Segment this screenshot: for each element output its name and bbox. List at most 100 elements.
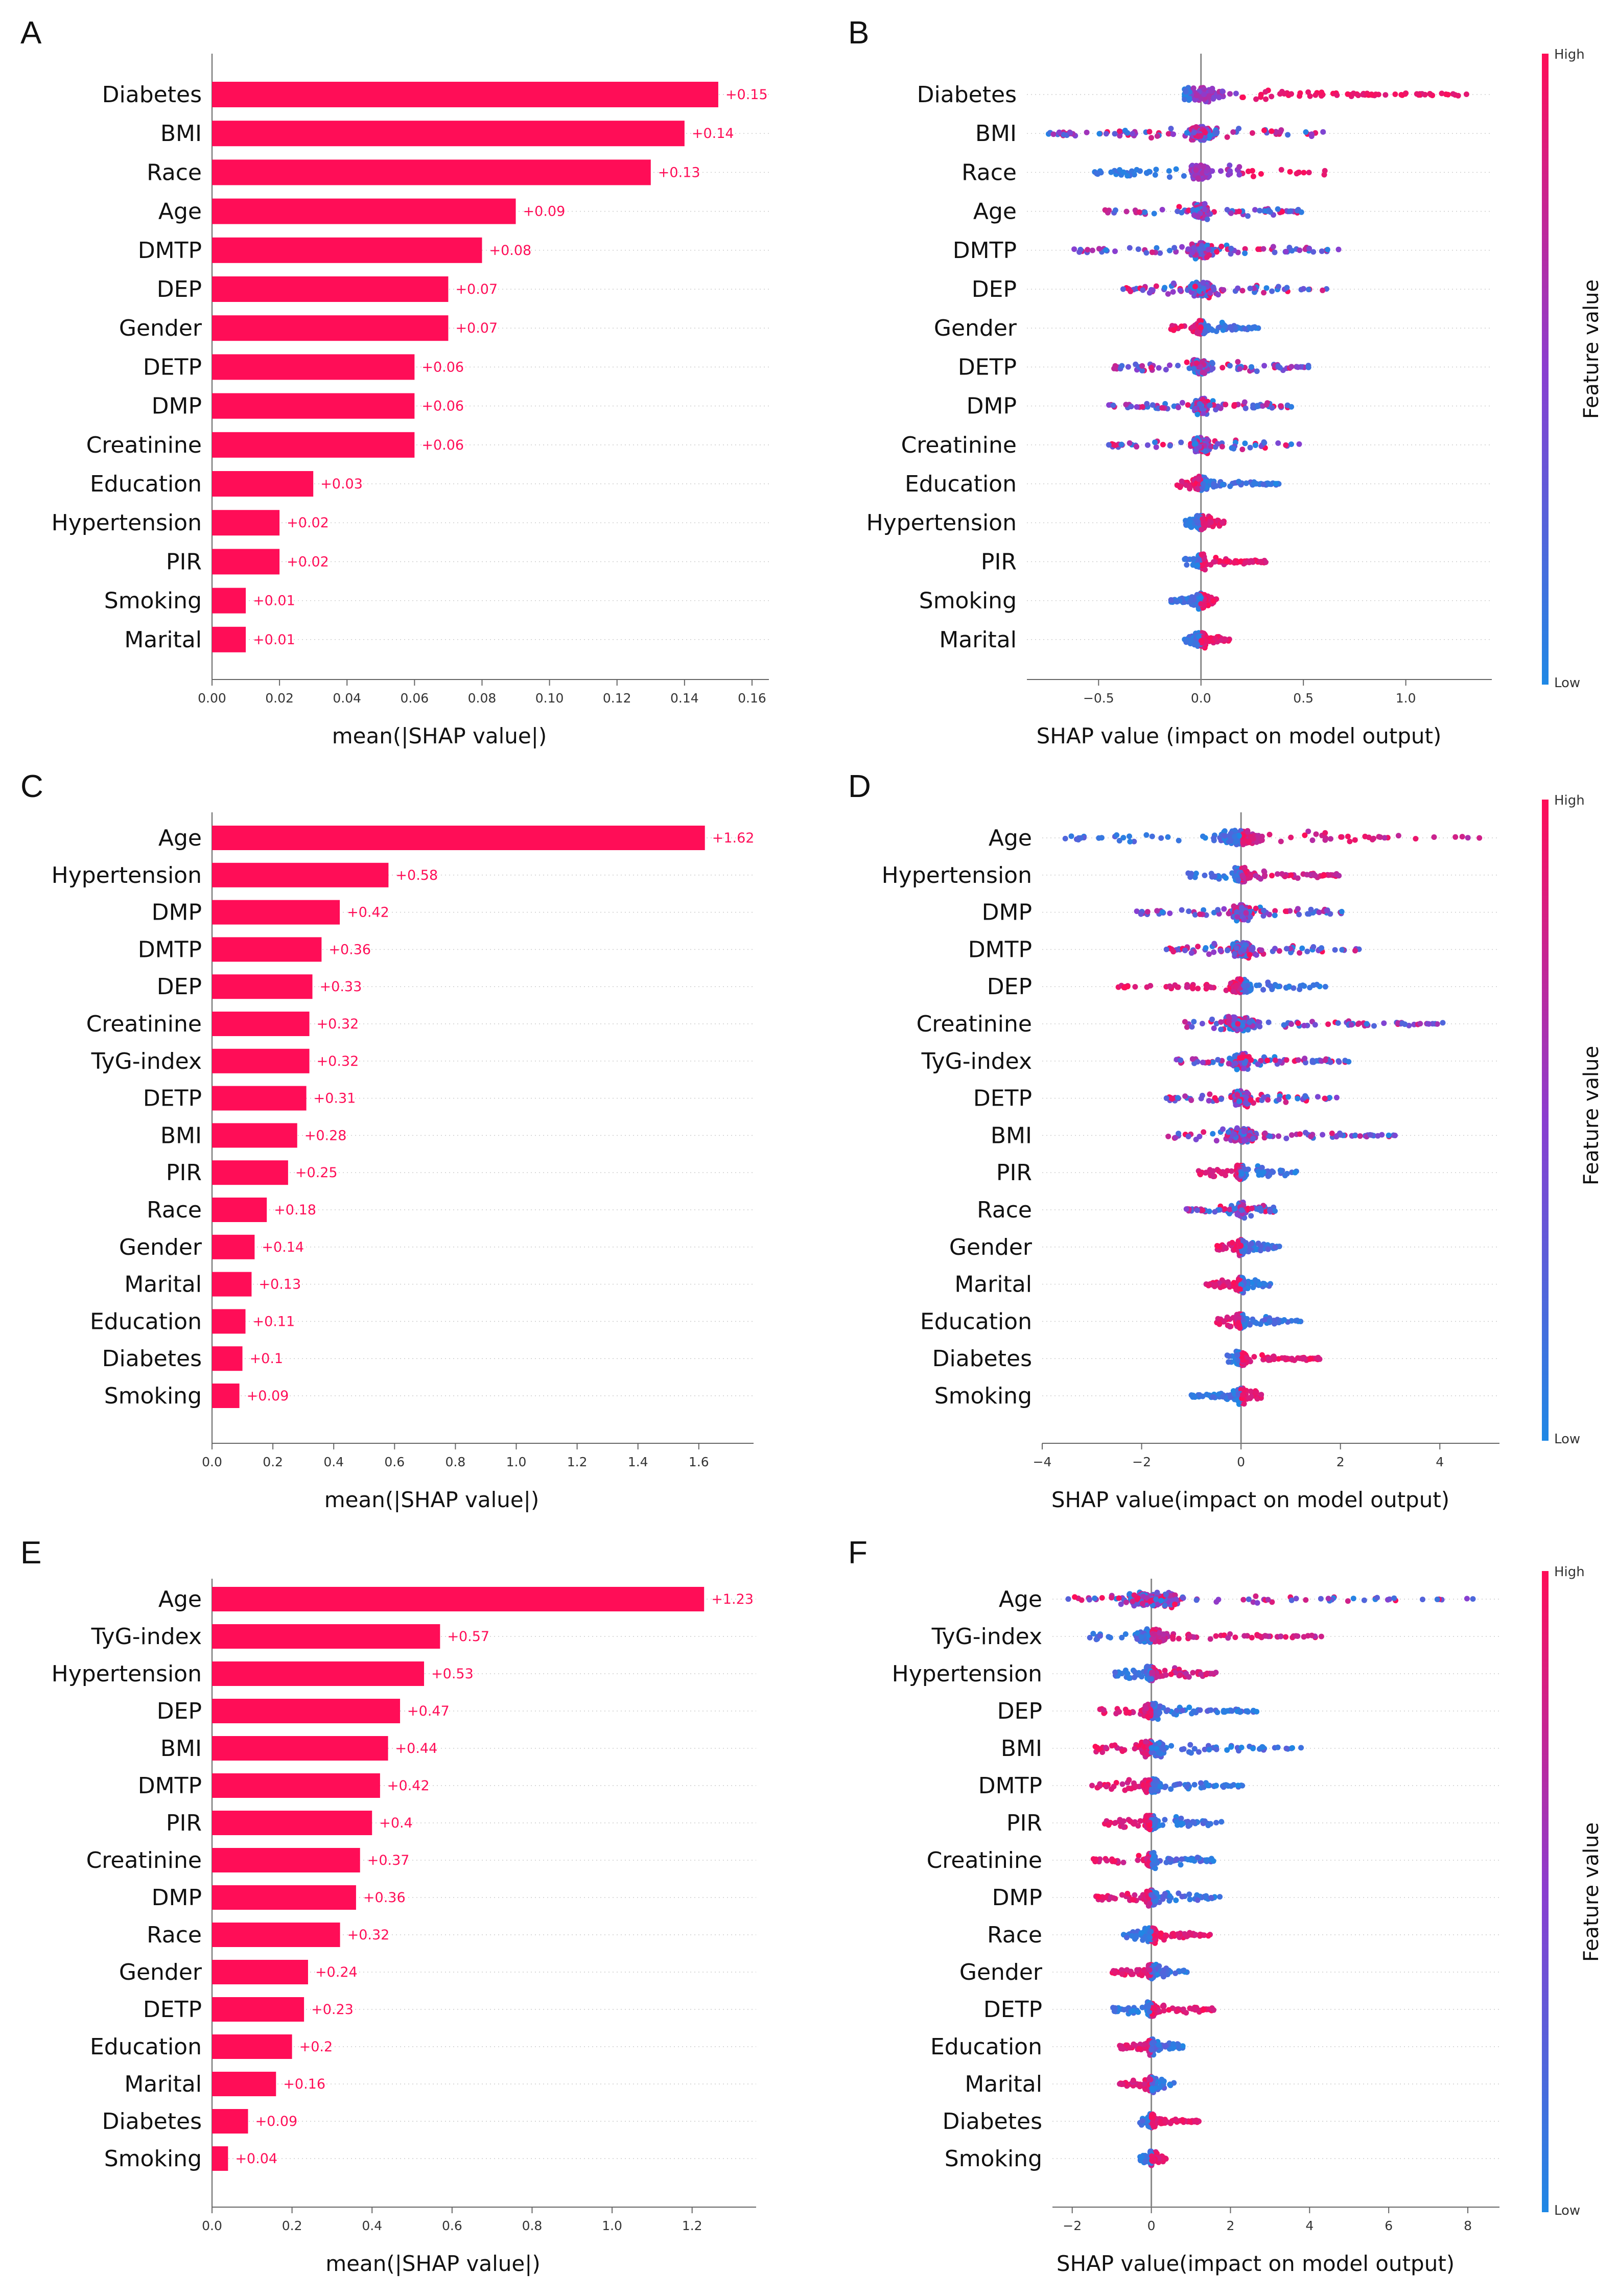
swarm-point	[1414, 91, 1420, 97]
swarm-point	[1193, 124, 1199, 130]
swarm-point	[1216, 95, 1222, 101]
swarm-point	[1150, 402, 1156, 408]
swarm-row-smoking	[1168, 590, 1220, 612]
swarm-point	[1198, 601, 1204, 607]
swarm-point	[1191, 366, 1197, 372]
swarm-point	[1207, 290, 1213, 296]
swarm-point	[1119, 363, 1125, 369]
swarm-point	[1266, 208, 1272, 214]
swarm-point	[1193, 167, 1199, 173]
swarm-point	[1345, 833, 1351, 839]
swarm-point	[1463, 91, 1469, 97]
feature-label: DMP	[152, 900, 202, 926]
feature-label: PIR	[981, 549, 1017, 575]
swarm-point	[1089, 247, 1095, 253]
bar-gender	[212, 315, 449, 341]
swarm-point	[1305, 364, 1311, 370]
swarm-point	[1110, 402, 1116, 408]
swarm-point	[1127, 440, 1133, 446]
swarm-point	[1179, 907, 1185, 913]
swarm-point	[1242, 440, 1248, 447]
swarm-point	[1230, 129, 1236, 135]
swarm-point	[1112, 131, 1118, 137]
value-label: +0.18	[274, 1202, 316, 1218]
bar-education	[212, 471, 314, 497]
swarm-point	[1118, 441, 1124, 448]
swarm-point	[1445, 91, 1451, 98]
feature-label: Education	[90, 471, 202, 497]
swarm-point	[1261, 363, 1268, 369]
bar-dep	[212, 276, 449, 302]
swarm-point	[1175, 363, 1181, 368]
swarm-row-education	[1174, 474, 1282, 493]
swarm-point	[1223, 402, 1229, 408]
swarm-point	[1096, 131, 1103, 137]
feature-label: Marital	[124, 627, 202, 653]
swarm-point	[1215, 292, 1221, 298]
swarm-point	[1206, 93, 1212, 99]
x-tick-label: 1.0	[1396, 691, 1416, 706]
swarm-point	[1127, 245, 1133, 251]
feature-label: DMP	[967, 393, 1017, 419]
swarm-point	[1182, 97, 1188, 103]
swarm-point	[1192, 912, 1198, 918]
swarm-point	[1302, 832, 1308, 838]
swarm-point	[1220, 481, 1226, 487]
swarm-point	[1199, 406, 1205, 412]
swarm-point	[1159, 405, 1165, 411]
swarm-point	[1373, 91, 1379, 98]
swarm-point	[1075, 837, 1082, 842]
swarm-point	[1211, 95, 1217, 101]
swarm-point	[1243, 910, 1249, 916]
swarm-point	[1395, 833, 1401, 839]
swarm-point	[1181, 173, 1187, 179]
feature-label: DMTP	[968, 936, 1032, 963]
x-tick-label: 0.02	[265, 691, 294, 706]
swarm-row-marital	[1182, 630, 1232, 651]
swarm-point	[1224, 134, 1230, 140]
swarm-point	[1319, 248, 1325, 254]
swarm-point	[1120, 286, 1126, 292]
swarm-point	[1106, 442, 1112, 448]
panel-label-e: E	[20, 1535, 41, 1571]
panel-label-f: F	[848, 1535, 867, 1571]
swarm-point	[1352, 837, 1358, 843]
swarm-point	[1134, 443, 1140, 450]
x-axis-title: SHAP value (impact on model output)	[1037, 723, 1442, 748]
swarm-point	[1270, 244, 1276, 250]
swarm-point	[1136, 209, 1142, 215]
value-label: +0.32	[317, 1016, 359, 1032]
swarm-point	[1165, 291, 1171, 297]
swarm-point	[1465, 835, 1471, 841]
swarm-point	[1300, 286, 1306, 292]
bar-hypertension	[212, 510, 280, 536]
swarm-point	[1285, 132, 1291, 138]
x-tick-label: 0.00	[198, 691, 226, 706]
bar-dmp	[212, 900, 340, 925]
swarm-point	[1240, 95, 1246, 100]
swarm-point	[1236, 479, 1242, 485]
swarm-point	[1084, 129, 1090, 135]
swarm-point	[1235, 285, 1241, 291]
swarm-point	[1382, 92, 1389, 98]
swarm-point	[1260, 246, 1267, 252]
swarm-point	[1144, 909, 1151, 915]
value-label: +0.13	[658, 165, 700, 180]
x-tick-label: 0.06	[401, 691, 429, 706]
swarm-point	[1149, 249, 1155, 255]
x-tick-label: 0.04	[333, 691, 361, 706]
swarm-point	[1339, 908, 1345, 915]
swarm-point	[1338, 834, 1344, 840]
bar-age	[212, 826, 705, 850]
swarm-point	[1231, 833, 1237, 839]
swarm-point	[1153, 444, 1159, 450]
swarm-point	[1175, 405, 1181, 410]
swarm-point	[1288, 872, 1294, 878]
swarm-point	[1179, 323, 1184, 330]
swarm-point	[1186, 207, 1192, 214]
swarm-point	[1165, 834, 1171, 840]
feature-label: Education	[905, 471, 1017, 497]
swarm-point	[1202, 872, 1208, 878]
swarm-point	[1184, 359, 1190, 365]
swarm-point	[1163, 367, 1169, 372]
